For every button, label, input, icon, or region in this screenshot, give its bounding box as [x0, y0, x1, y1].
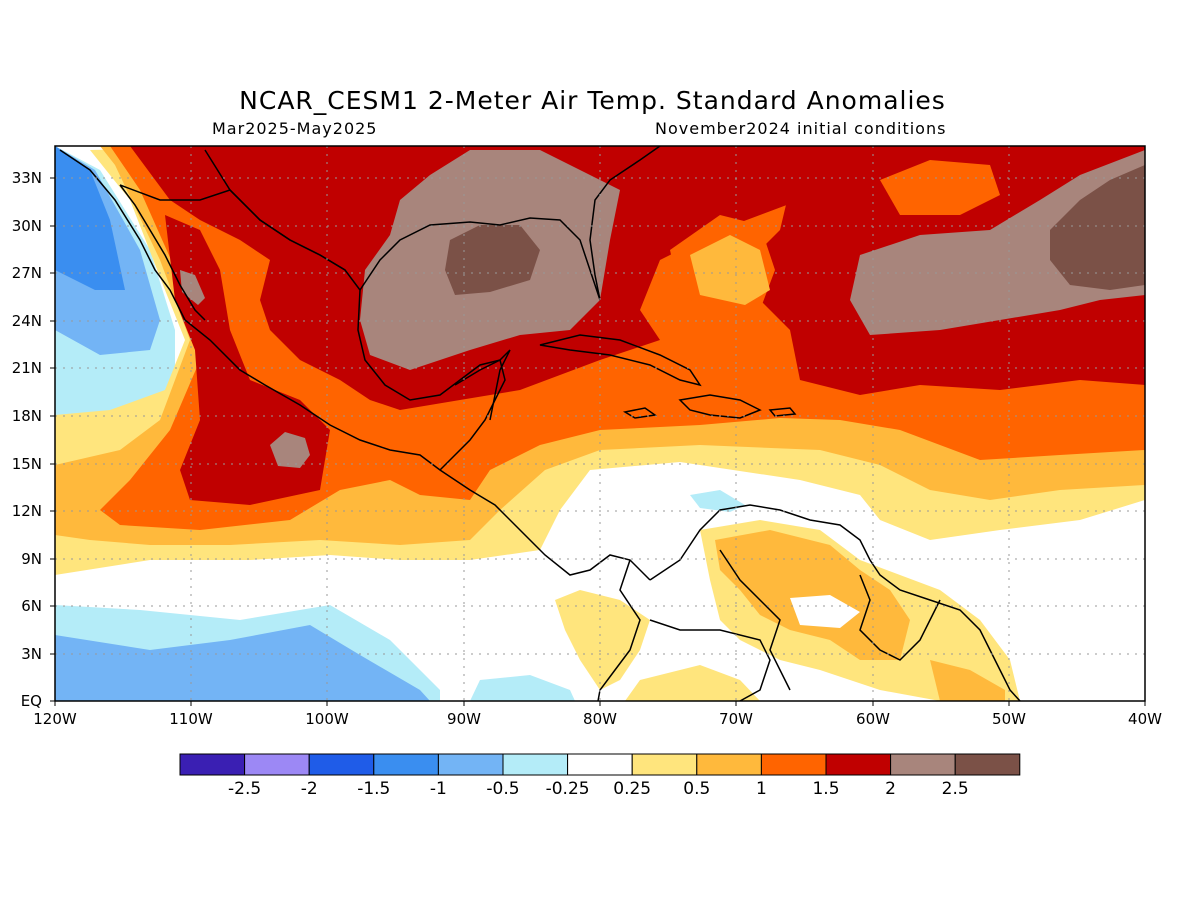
- colorbar-swatch-4: [437, 753, 504, 776]
- pacific-cool-region-south-mid: [55, 625, 430, 701]
- lon-label-120w: 120W: [33, 710, 77, 728]
- lat-label-18n: 18N: [12, 407, 42, 425]
- south-america-warm-light: [555, 590, 650, 690]
- lat-label-15n: 15N: [12, 455, 42, 473]
- colorbar-swatch-0: [179, 753, 246, 776]
- coastline-baja: [119, 184, 206, 321]
- border-us-mexico: [119, 184, 346, 271]
- lat-label-3n: 3N: [21, 645, 42, 663]
- colorbar-label-0: -2.5: [228, 779, 261, 799]
- extreme-gulf-peak: [445, 225, 540, 295]
- colorbar-label-7: 0.5: [683, 779, 710, 799]
- lat-label-30n: 30N: [12, 217, 42, 235]
- lon-label-80w: 80W: [583, 710, 617, 728]
- anomaly-field: [55, 146, 1145, 701]
- colorbar-swatch-5: [502, 753, 569, 776]
- colorbar-label-6: 0.25: [613, 779, 651, 799]
- colorbar: -2.5 -2 -1.5 -1 -0.5 -0.25 0.25 0.5 1 1.5 2 2.5: [179, 753, 1021, 799]
- colorbar-label-10: 2: [885, 779, 896, 799]
- colorbar-label-3: -1: [430, 779, 447, 799]
- colorbar-label-5: -0.25: [546, 779, 590, 799]
- colorbar-label-4: -0.5: [486, 779, 519, 799]
- colorbar-swatch-6: [567, 753, 633, 776]
- colorbar-swatch-1: [244, 753, 310, 776]
- colorbar-swatch-9: [760, 753, 827, 776]
- colorbar-swatch-11: [890, 753, 956, 776]
- warm-core-atlantic-light-notch: [690, 235, 770, 305]
- lon-label-90w: 90W: [447, 710, 481, 728]
- south-america-neutral-notch: [790, 595, 860, 628]
- extreme-atlantic: [850, 150, 1145, 335]
- colorbar-label-2: -1.5: [357, 779, 390, 799]
- colorbar-label-9: 1.5: [812, 779, 839, 799]
- latitude-axis: 33N 30N 27N 24N 21N 18N 15N 12N 9N 6N 3N…: [12, 169, 55, 710]
- lat-label-24n: 24N: [12, 312, 42, 330]
- coastline-yucatan: [454, 349, 511, 421]
- extreme-atlantic-peak: [1050, 165, 1145, 290]
- lon-label-110w: 110W: [169, 710, 213, 728]
- pacific-cool-region-small: [470, 675, 575, 701]
- coastline-puerto-rico: [768, 407, 797, 417]
- warm-core-west-mexico: [165, 215, 330, 505]
- colorbar-swatch-3: [373, 753, 439, 776]
- lat-label-6n: 6N: [21, 597, 42, 615]
- colorbar-swatch-7: [631, 753, 698, 776]
- coastline-mexico-pacific: [59, 149, 651, 581]
- south-america-warm-moderate-east: [930, 660, 1005, 701]
- lat-label-9n: 9N: [21, 550, 42, 568]
- graticule: [55, 146, 1145, 701]
- extreme-baja-spot: [180, 270, 205, 305]
- initial-conditions: November2024 initial conditions: [655, 119, 947, 138]
- coastline-us-gulf: [359, 146, 661, 301]
- forecast-period: Mar2025-May2025: [212, 119, 378, 138]
- colorbar-label-8: 1: [756, 779, 767, 799]
- colorbar-swatch-2: [308, 753, 375, 776]
- colorbar-swatch-8: [696, 753, 762, 776]
- lon-label-70w: 70W: [719, 710, 753, 728]
- border-colombia: [649, 619, 771, 701]
- lat-label-21n: 21N: [12, 359, 42, 377]
- lat-label-27n: 27N: [12, 264, 42, 282]
- colorbar-swatch-10: [825, 753, 892, 776]
- caribbean-cool-patch: [690, 490, 745, 512]
- extreme-pacific-spot: [270, 432, 310, 468]
- coastline-cuba: [539, 334, 702, 387]
- south-america-warm-light-south: [625, 665, 760, 701]
- border-guyana: [859, 574, 941, 661]
- colorbar-swatch-12: [954, 753, 1021, 776]
- coastline-south-america: [649, 504, 1021, 701]
- longitude-axis: 120W 110W 100W 90W 80W 70W 60W 50W 40W: [33, 701, 1162, 728]
- warm-core-atlantic-north-notch: [880, 160, 1000, 215]
- border-venezuela: [719, 549, 791, 691]
- colorbar-label-1: -2: [301, 779, 318, 799]
- lon-label-50w: 50W: [992, 710, 1026, 728]
- pacific-cool-region-north-strong: [55, 146, 125, 290]
- lon-label-60w: 60W: [856, 710, 890, 728]
- lon-label-100w: 100W: [305, 710, 349, 728]
- lat-label-12n: 12N: [12, 502, 42, 520]
- map-title: NCAR_CESM1 2-Meter Air Temp. Standard An…: [239, 86, 946, 115]
- lat-label-eq: EQ: [21, 692, 42, 710]
- colorbar-label-11: 2.5: [942, 779, 969, 799]
- coastline-hispaniola: [678, 394, 762, 419]
- lon-label-40w: 40W: [1128, 710, 1162, 728]
- lat-label-33n: 33N: [12, 169, 42, 187]
